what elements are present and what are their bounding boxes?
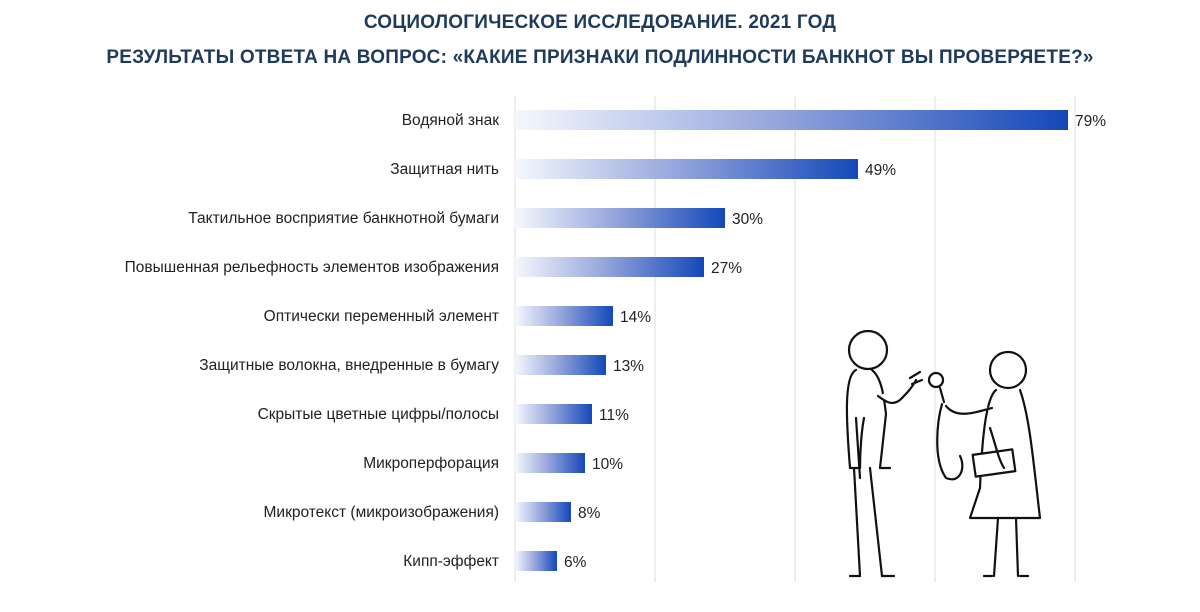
chart-title: СОЦИОЛОГИЧЕСКОЕ ИССЛЕДОВАНИЕ. 2021 ГОД xyxy=(363,12,837,33)
category-label: Защитные волокна, внедренные в бумагу xyxy=(199,357,499,374)
value-label: 49% xyxy=(865,162,896,179)
value-label: 8% xyxy=(578,505,601,522)
value-label: 6% xyxy=(564,554,587,571)
bar xyxy=(515,502,571,522)
bar xyxy=(515,257,704,277)
bar xyxy=(515,355,606,375)
bar xyxy=(515,404,592,424)
value-label: 11% xyxy=(599,407,629,424)
value-label: 13% xyxy=(613,358,644,375)
value-label: 27% xyxy=(711,260,742,277)
value-label: 79% xyxy=(1075,113,1106,130)
bar xyxy=(515,110,1068,130)
category-label: Защитная нить xyxy=(390,161,499,178)
interview-illustration-icon xyxy=(845,329,1042,578)
value-label: 30% xyxy=(732,211,763,228)
category-label: Микротекст (микроизображения) xyxy=(264,504,500,521)
category-label: Скрытые цветные цифры/полосы xyxy=(258,406,499,423)
bar xyxy=(515,159,858,179)
category-label: Микроперфорация xyxy=(363,455,499,472)
category-label: Повышенная рельефность элементов изображ… xyxy=(125,259,499,276)
category-label: Водяной знак xyxy=(402,112,499,129)
bar xyxy=(515,306,613,326)
value-labels: 79% 49% 30% 27% 14% 13% 11% 10% 8% 6% xyxy=(564,113,1106,571)
bar xyxy=(515,551,557,571)
value-label: 14% xyxy=(620,309,651,326)
bar xyxy=(515,208,725,228)
category-label: Оптически переменный элемент xyxy=(264,308,499,325)
category-label: Тактильное восприятие банкнотной бумаги xyxy=(188,210,499,227)
chart-subtitle: РЕЗУЛЬТАТЫ ОТВЕТА НА ВОПРОС: «КАКИЕ ПРИЗ… xyxy=(106,47,1094,68)
value-label: 10% xyxy=(592,456,623,473)
bars xyxy=(515,110,1068,571)
category-labels: Водяной знак Защитная нить Тактильное восп… xyxy=(125,112,500,570)
bar xyxy=(515,453,585,473)
category-label: Кипп-эффект xyxy=(403,553,499,570)
